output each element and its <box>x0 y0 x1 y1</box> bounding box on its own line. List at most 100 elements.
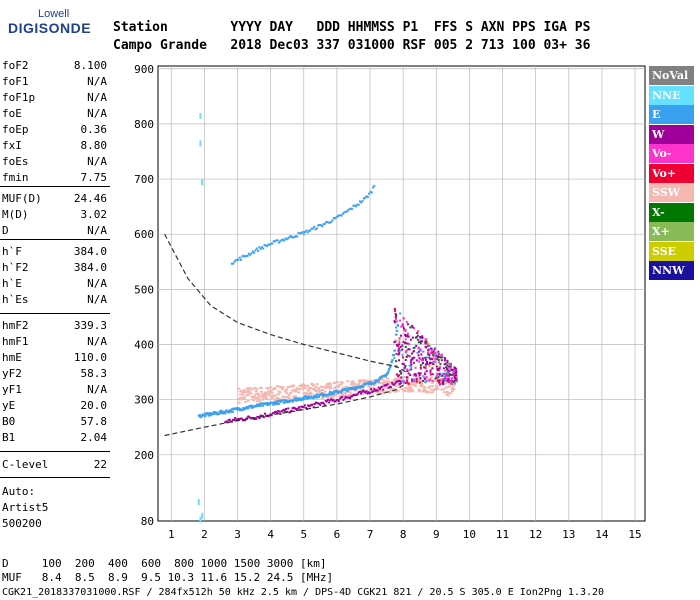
echo-mark-ssw <box>318 389 322 392</box>
echo-mark-ssw <box>387 380 391 383</box>
echo-mark-cluster <box>420 359 423 362</box>
echo-mark-e2 <box>258 246 261 249</box>
param-value: 0.36 <box>80 123 108 136</box>
echo-mark-w <box>324 399 327 402</box>
y-tick-label: 800 <box>134 118 154 131</box>
echo-mark-e <box>206 412 210 415</box>
echo-mark-e <box>383 374 386 377</box>
echo-mark-w <box>225 420 228 423</box>
param-name: B1 <box>2 431 16 444</box>
echo-mark-e <box>258 404 261 407</box>
echo-mark-ssw <box>303 387 307 390</box>
echo-mark-cluster <box>433 347 436 350</box>
echo-mark-w <box>272 412 275 415</box>
echo-mark-e2 <box>327 221 330 224</box>
echo-mark-e <box>236 407 239 410</box>
echo-mark-cluster <box>424 366 427 369</box>
echo-mark-ssw <box>340 381 344 384</box>
echo-mark-cluster <box>402 317 405 320</box>
param-row: yF1 N/A <box>2 382 107 398</box>
echo-mark-w <box>328 401 331 404</box>
echo-mark-cluster <box>411 358 414 361</box>
echo-mark-cluster <box>418 360 421 363</box>
y-tick-label: 80 <box>141 515 154 528</box>
echo-mark-w <box>383 384 386 387</box>
echo-mark-cluster <box>432 362 435 365</box>
echo-mark-e2 <box>373 184 376 187</box>
echo-mark-ssw <box>257 393 261 396</box>
echo-mark-e2 <box>238 256 241 259</box>
echo-mark-cluster <box>455 370 458 373</box>
echo-mark-ssw <box>392 388 396 391</box>
echo-mark-ssw <box>421 390 425 393</box>
echo-mark-ssw <box>388 391 392 394</box>
legend-item-w: W <box>649 124 694 144</box>
echo-mark-cluster <box>395 373 398 376</box>
echo-mark-e <box>295 399 298 402</box>
echo-mark-w <box>360 392 363 395</box>
echo-mark-cluster <box>419 348 422 351</box>
param-name: D <box>2 224 9 237</box>
echo-mark-cluster <box>435 365 438 368</box>
echo-mark-ssw <box>287 393 291 396</box>
echo-mark-e <box>306 396 310 399</box>
echo-mark-cluster <box>425 342 428 345</box>
echo-mark-e <box>218 410 221 413</box>
echo-mark-e <box>332 393 335 396</box>
echo-mark-e2 <box>230 262 233 265</box>
param-value: 58.3 <box>80 367 108 380</box>
param-name: foEp <box>2 123 29 136</box>
echo-mark-w <box>344 395 347 398</box>
echo-mark-ssw <box>343 394 347 397</box>
echo-mark-w <box>336 398 339 401</box>
param-row: foEs N/A <box>2 154 107 170</box>
echo-mark-e <box>394 341 397 344</box>
echo-mark-ssw <box>332 382 336 385</box>
echo-mark-ssw <box>362 380 366 383</box>
echo-mark-ssw <box>408 386 412 389</box>
echo-mark-ssw <box>368 385 372 388</box>
echo-mark-w <box>382 388 385 391</box>
footer-muf: MUF 8.4 8.5 8.9 9.5 10.3 11.6 15.2 24.5 … <box>2 571 334 584</box>
param-value: 2.04 <box>80 431 108 444</box>
echo-mark-ssw <box>356 383 360 386</box>
echo-mark-cluster <box>420 382 423 385</box>
echo-mark-w <box>235 418 238 421</box>
echo-mark-e <box>352 387 356 390</box>
echo-mark-w <box>252 418 255 421</box>
echo-mark-ssw <box>437 384 441 387</box>
echo-mark-w <box>241 419 244 422</box>
echo-mark-e2 <box>364 196 367 199</box>
echo-mark-ssw <box>269 389 273 392</box>
echo-mark-w <box>354 393 357 396</box>
echo-mark-ssw <box>281 386 285 389</box>
panel-divider <box>0 239 110 240</box>
echo-mark-e <box>317 395 320 398</box>
echo-mark-ssw <box>372 379 376 382</box>
echo-mark-e2 <box>237 258 240 261</box>
echo-mark-cluster <box>393 341 396 344</box>
echo-mark-cluster <box>411 336 414 339</box>
param-value: 8.100 <box>73 59 107 72</box>
echo-mark-e <box>345 390 349 393</box>
echo-mark-ssw <box>326 386 330 389</box>
echo-mark-e2 <box>249 253 252 256</box>
echo-mark-e2 <box>323 222 326 225</box>
echo-mark-w <box>357 391 360 394</box>
echo-mark-cluster <box>448 369 451 372</box>
echo-mark-cluster <box>425 340 428 343</box>
echo-mark-cluster <box>454 372 457 375</box>
echo-mark-cluster <box>410 378 413 381</box>
echo-mark-ssw <box>302 392 306 395</box>
echo-mark-e <box>331 391 334 394</box>
echo-mark-ssw <box>417 388 421 391</box>
echo-mark-cluster <box>440 379 443 382</box>
x-tick-label: 4 <box>267 528 274 541</box>
echo-mark-e2 <box>356 203 359 206</box>
echo-mark-e2 <box>283 239 286 242</box>
echo-mark-ssw <box>249 387 253 390</box>
echo-mark-e2 <box>232 262 235 265</box>
echo-mark-ssw <box>409 387 413 390</box>
echo-mark-e <box>299 398 302 401</box>
echo-mark-cluster <box>406 323 409 326</box>
